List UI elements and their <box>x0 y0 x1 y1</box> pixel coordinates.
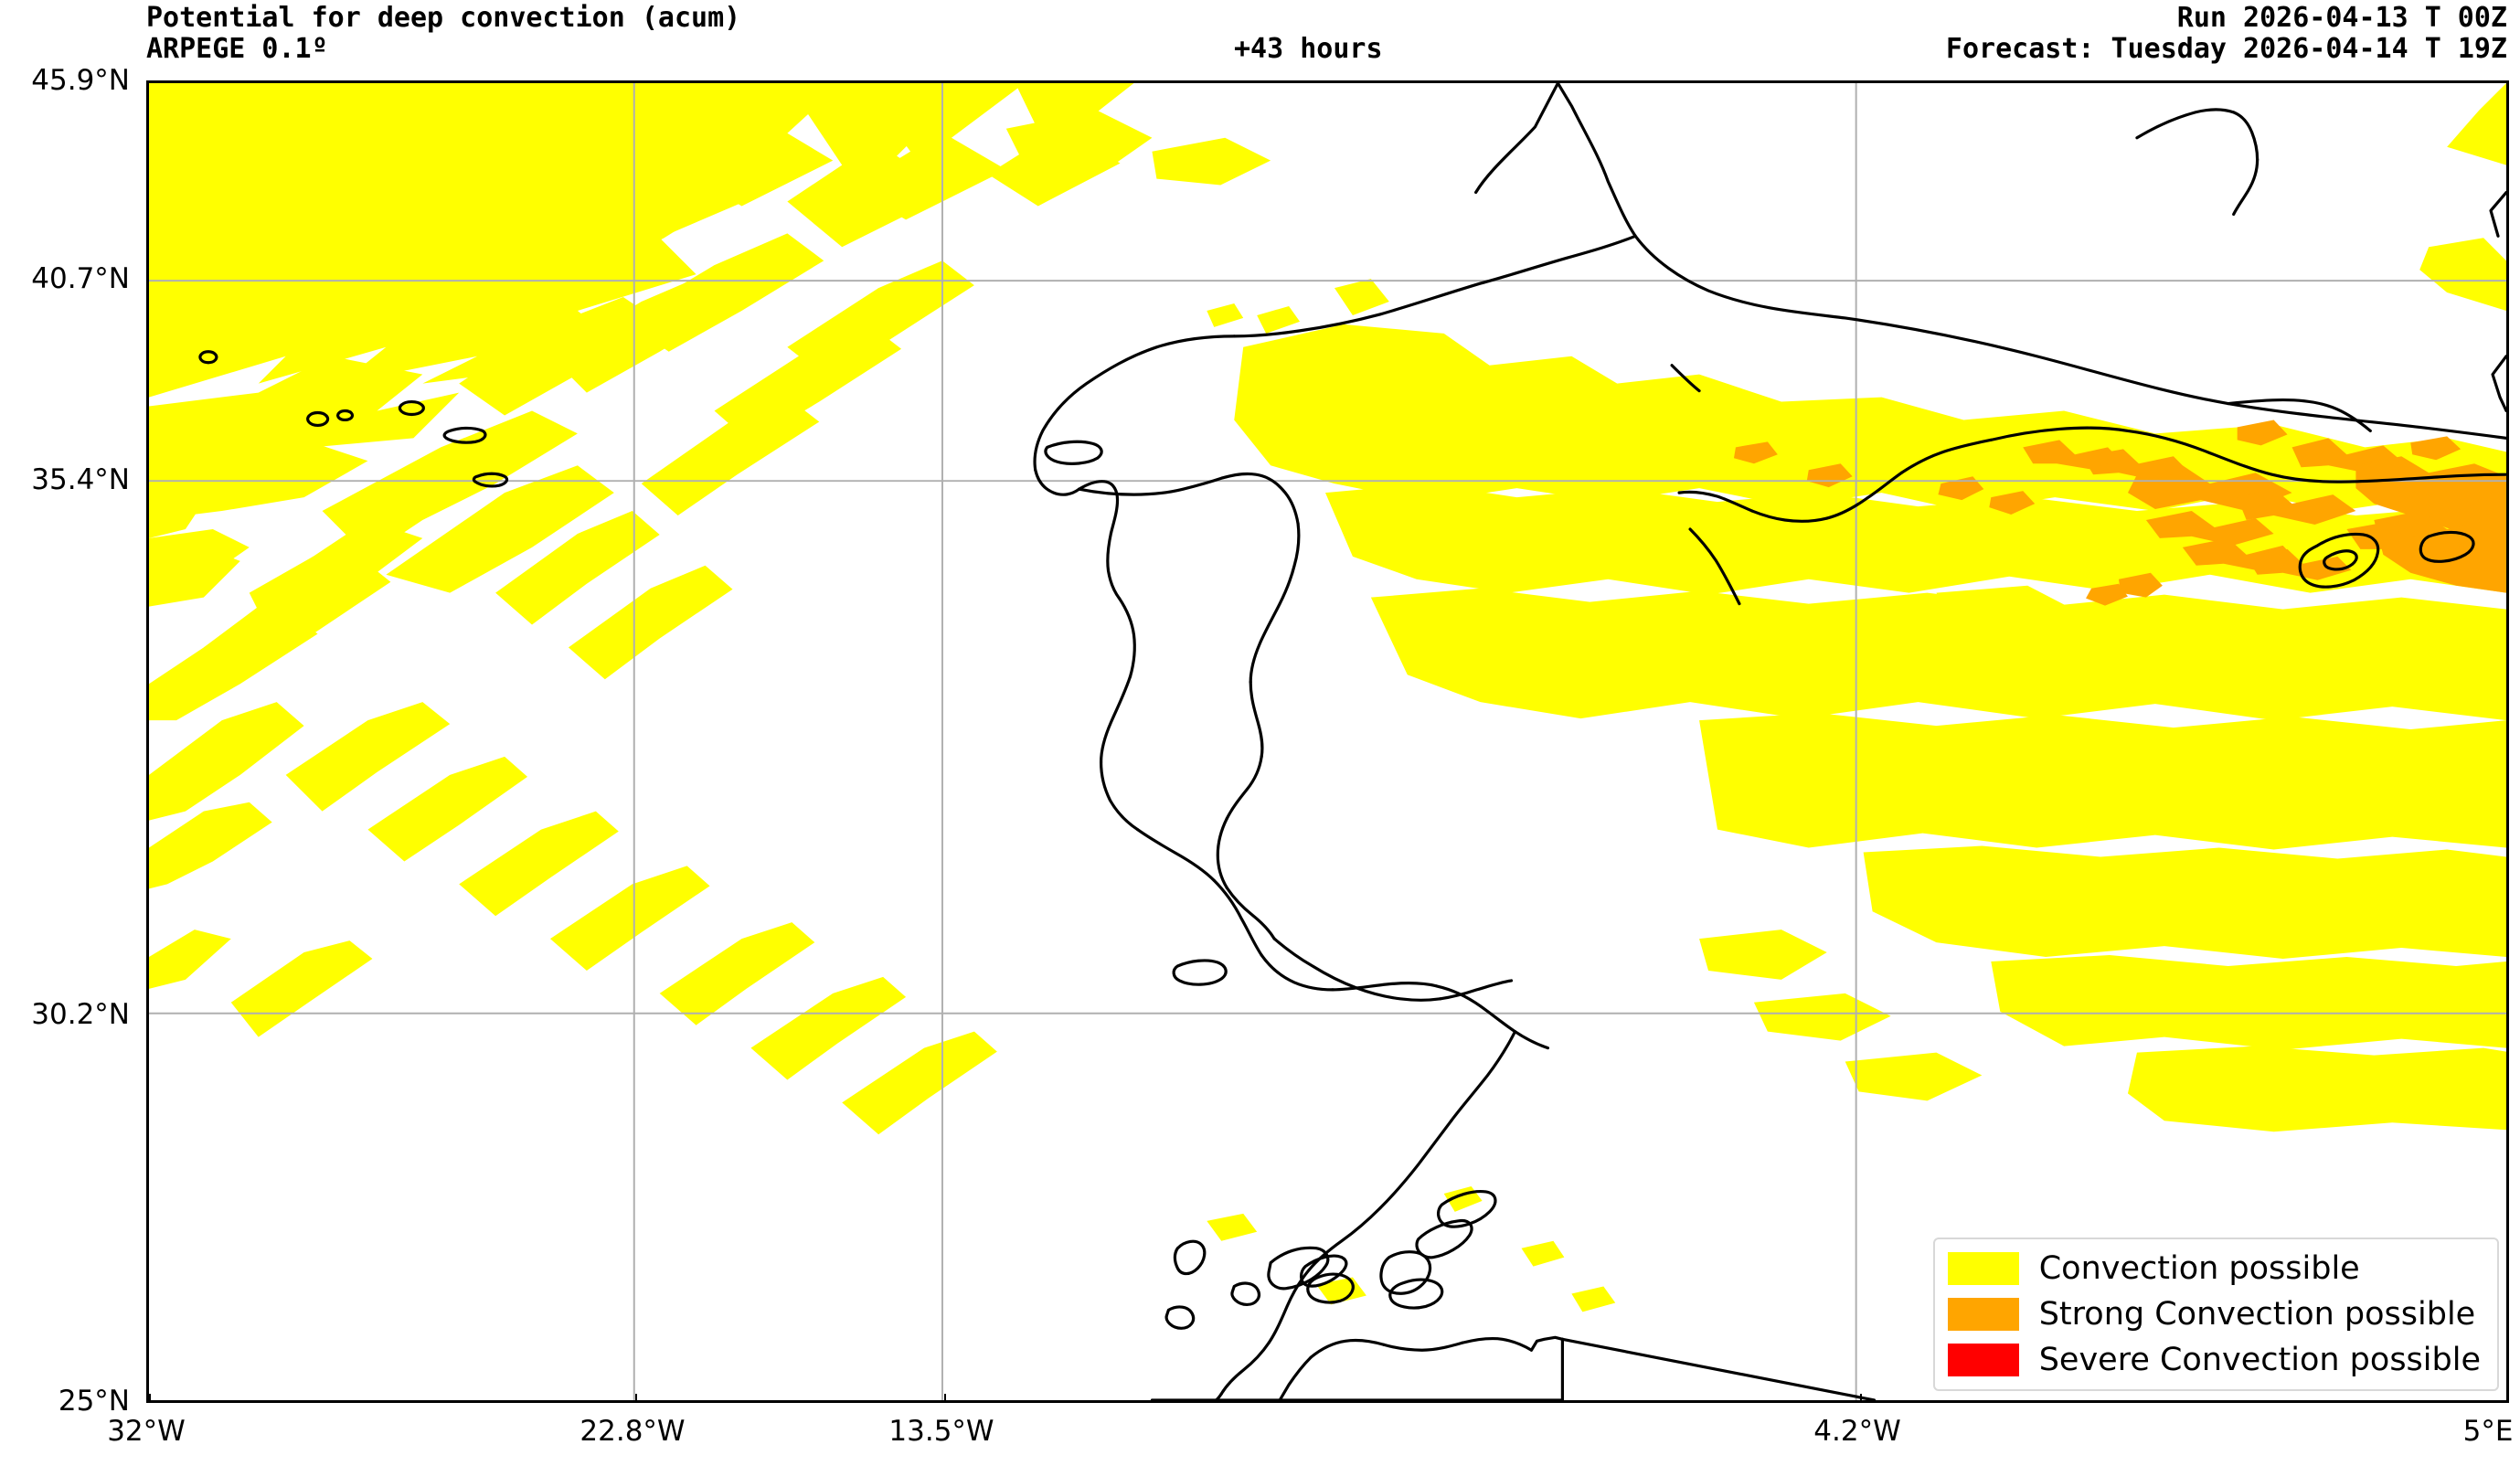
y-axis-label-30: 30.2°N <box>31 998 130 1031</box>
y-axis-label-40: 40.7°N <box>31 262 130 295</box>
x-axis-label-32w: 32°W <box>107 1415 186 1448</box>
legend-swatch-orange <box>1947 1298 2019 1331</box>
legend-item-convection: Convection possible <box>1947 1249 2481 1287</box>
map-plot-area: Convection possible Strong Convection po… <box>146 80 2509 1403</box>
graticule <box>149 83 2506 1400</box>
map-canvas <box>149 83 2506 1400</box>
y-tick-35 <box>146 483 149 484</box>
legend-item-severe: Severe Convection possible <box>1947 1341 2481 1378</box>
y-axis-label-45: 45.9°N <box>31 64 130 97</box>
x-tick-22w <box>635 1394 637 1400</box>
legend-label-severe: Severe Convection possible <box>2038 1341 2481 1378</box>
x-tick-13w <box>944 1394 946 1400</box>
convection-possible-layer <box>149 83 2506 1312</box>
legend-label-strong: Strong Convection possible <box>2038 1295 2476 1333</box>
x-axis-label-4w: 4.2°W <box>1813 1415 1901 1448</box>
x-axis-label-5e: 5°E <box>2462 1415 2514 1448</box>
run-timestamp: Run 2026-04-13 T 00Z <box>2176 2 2507 34</box>
x-tick-5e <box>2508 1394 2509 1403</box>
y-tick-30 <box>146 1017 149 1019</box>
x-axis-label-22w: 22.8°W <box>579 1415 686 1448</box>
page-title: Potential for deep convection (acum) <box>146 2 741 34</box>
legend-label-convection: Convection possible <box>2038 1249 2360 1287</box>
legend-item-strong: Strong Convection possible <box>1947 1295 2481 1333</box>
legend: Convection possible Strong Convection po… <box>1932 1238 2499 1391</box>
coastlines <box>198 83 2506 1400</box>
y-tick-40 <box>146 282 149 283</box>
x-axis-label-13w: 13.5°W <box>888 1415 994 1448</box>
legend-swatch-red <box>1947 1344 2019 1376</box>
lead-time-label: +43 hours <box>1234 33 1383 65</box>
y-tick-45 <box>146 83 149 85</box>
x-tick-4w <box>1860 1394 1862 1400</box>
legend-swatch-yellow <box>1947 1252 2019 1285</box>
x-tick-32w <box>149 1394 151 1400</box>
forecast-timestamp: Forecast: Tuesday 2026-04-14 T 19Z <box>1945 33 2507 65</box>
y-axis-label-35: 35.4°N <box>31 463 130 496</box>
model-label: ARPEGE 0.1º <box>146 33 328 65</box>
y-axis-label-25: 25°N <box>58 1385 130 1418</box>
